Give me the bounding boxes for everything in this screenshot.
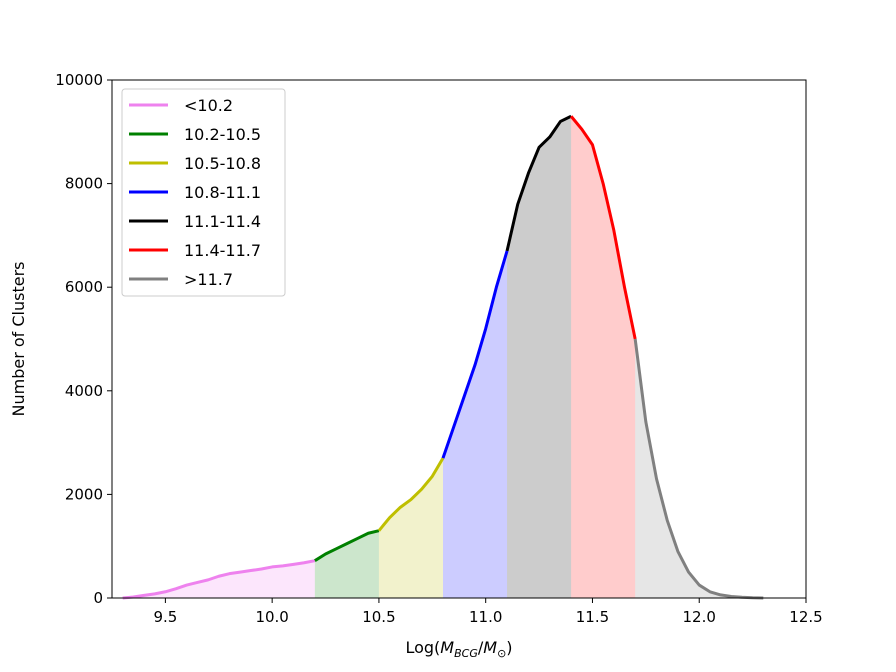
x-tick-label: 11.0 (469, 608, 502, 626)
legend-label: 11.1-11.4 (184, 212, 261, 231)
plot-frame (111, 79, 807, 599)
legend: <10.2 10.2-10.5 10.5-10.8 10.8-11.1 11.1-11.… (121, 88, 286, 297)
legend-label: 10.8-11.1 (184, 183, 261, 202)
legend-label: 11.4-11.7 (184, 241, 261, 260)
x-tick-label: 10.0 (255, 608, 288, 626)
series-fills (122, 116, 764, 598)
x-axis-label: Log(MBCG/M⊙) (405, 638, 512, 660)
series-line-3 (441, 250, 509, 459)
y-tick-label: 0 (93, 589, 103, 607)
legend-box (121, 88, 286, 297)
series-line-4 (505, 114, 572, 252)
x-tick-label: 12.5 (789, 608, 822, 626)
area-fill-2 (378, 458, 443, 598)
series-line-5 (569, 115, 637, 340)
area-fill-3 (442, 250, 508, 598)
x-tick-label: 9.5 (153, 608, 177, 626)
series-line-1 (314, 529, 380, 562)
x-tick-label: 12.0 (683, 608, 716, 626)
area-fill-6 (635, 339, 764, 598)
area-fill-4 (507, 116, 572, 598)
x-axis-label-end: ) (506, 638, 512, 657)
area-fill-5 (571, 116, 636, 598)
x-tick-label: 11.5 (576, 608, 609, 626)
x-axis-label-sub1: BCG (454, 647, 478, 660)
y-tick-label: 2000 (65, 485, 103, 503)
x-axis-label-sub2: ⊙ (497, 647, 506, 660)
legend-label: 10.5-10.8 (184, 154, 261, 173)
y-tick-label: 4000 (65, 382, 103, 400)
legend-label: 10.2-10.5 (184, 125, 261, 144)
y-tick-label: 10000 (55, 71, 103, 89)
area-fill-1 (314, 530, 379, 598)
x-axis-label-m1: M (440, 638, 454, 657)
legend-label: <10.2 (184, 96, 233, 115)
x-axis-label-slash: / (478, 638, 484, 657)
x-tick-label: 10.5 (362, 608, 395, 626)
series-line-6 (633, 338, 764, 600)
series-lines (122, 114, 764, 600)
y-axis-label: Number of Clusters (9, 262, 28, 417)
x-axis: 9.5 10.0 10.5 11.0 11.5 12.0 12.5 (153, 598, 823, 626)
area-fill-0 (122, 560, 315, 598)
y-axis: 0 2000 4000 6000 8000 10000 (55, 71, 112, 607)
y-tick-label: 8000 (65, 175, 103, 193)
y-tick-label: 6000 (65, 278, 103, 296)
series-line-2 (377, 457, 445, 532)
x-axis-label-part: Log( (405, 638, 440, 657)
legend-label: >11.7 (184, 270, 233, 289)
series-line-0 (122, 559, 316, 600)
x-axis-label-m2: M (483, 638, 497, 657)
